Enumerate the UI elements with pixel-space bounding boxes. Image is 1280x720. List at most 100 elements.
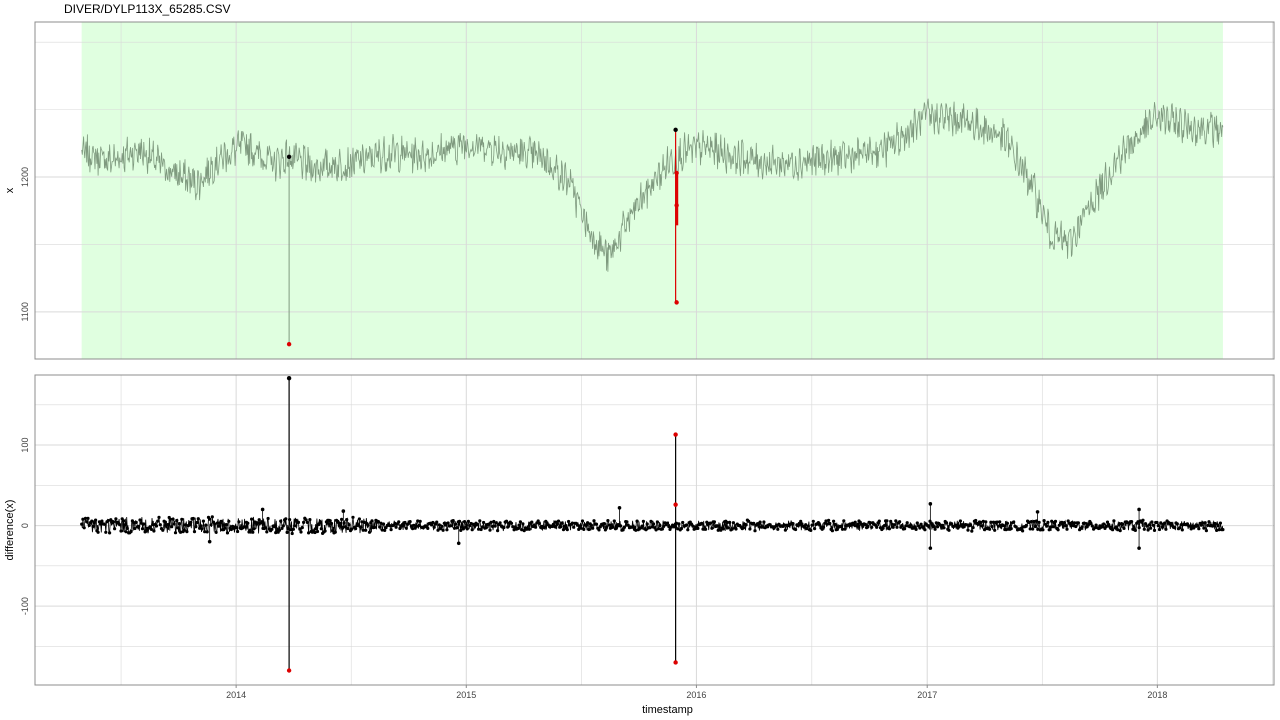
difference-point — [154, 524, 159, 528]
difference-point — [970, 529, 974, 533]
difference-point — [280, 526, 284, 531]
difference-point — [1090, 524, 1094, 528]
difference-point — [106, 519, 110, 523]
difference-point — [827, 518, 831, 523]
difference-point — [684, 523, 689, 527]
difference-point — [603, 528, 608, 532]
bottom-y-axis-title: difference(x) — [4, 500, 16, 561]
difference-point — [712, 520, 717, 524]
difference-point — [204, 523, 208, 527]
difference-point — [517, 523, 521, 527]
difference-point — [171, 517, 175, 521]
x-tick-labels: 2014 2015 2016 2017 2018 — [226, 685, 1167, 700]
difference-point — [1050, 519, 1054, 523]
x-series-line — [81, 98, 1224, 272]
difference-point — [700, 521, 704, 525]
difference-point — [932, 525, 936, 529]
difference-point — [877, 519, 881, 523]
difference-point — [446, 521, 450, 525]
difference-point — [408, 520, 412, 524]
difference-point — [1033, 524, 1037, 529]
difference-point — [201, 519, 205, 523]
difference-point — [1105, 520, 1110, 524]
difference-point — [1206, 523, 1210, 528]
difference-point — [1201, 521, 1205, 525]
difference-point — [243, 525, 247, 529]
difference-point — [346, 526, 350, 531]
difference-point — [412, 523, 416, 527]
difference-point — [1147, 523, 1151, 527]
difference-point — [381, 522, 386, 526]
difference-point — [1066, 519, 1070, 523]
difference-point — [285, 530, 289, 535]
difference-point — [933, 527, 937, 531]
difference-point — [196, 517, 200, 521]
x-axis-title: timestamp — [642, 704, 693, 716]
difference-point — [139, 521, 143, 525]
difference-point — [223, 526, 227, 530]
difference-point — [889, 519, 893, 524]
difference-point — [747, 519, 751, 523]
difference-point — [626, 523, 630, 527]
difference-point — [293, 524, 297, 528]
difference-point — [1117, 523, 1121, 527]
difference-point — [942, 526, 946, 530]
difference-point — [580, 519, 585, 523]
difference-point — [477, 527, 481, 531]
difference-point — [194, 525, 198, 529]
difference-point — [329, 521, 334, 526]
difference-point — [832, 519, 836, 523]
difference-point — [936, 525, 940, 529]
shaded-period — [81, 22, 1223, 359]
difference-point — [657, 527, 661, 531]
difference-point — [521, 522, 525, 526]
difference-point — [567, 519, 571, 524]
difference-point — [1217, 528, 1221, 532]
difference-point — [1012, 520, 1016, 524]
difference-point — [461, 527, 465, 531]
difference-point — [246, 521, 250, 525]
difference-point — [927, 524, 931, 528]
difference-point — [534, 525, 538, 529]
difference-point — [490, 524, 495, 529]
difference-point — [821, 525, 826, 529]
difference-point — [1014, 525, 1018, 529]
difference-point — [338, 521, 342, 525]
difference-point — [752, 521, 756, 526]
difference-point — [87, 523, 91, 528]
difference-point — [575, 523, 580, 527]
difference-point — [1028, 527, 1032, 531]
difference-point — [887, 527, 892, 531]
difference-point — [207, 539, 212, 544]
difference-point — [318, 520, 322, 525]
difference-point — [761, 525, 765, 529]
difference-point — [1155, 520, 1159, 525]
difference-point — [904, 524, 908, 528]
difference-point — [383, 528, 387, 533]
difference-point — [1074, 524, 1078, 529]
outlier-point — [674, 170, 679, 176]
difference-point — [655, 520, 660, 524]
difference-point — [852, 523, 856, 527]
difference-point — [1029, 520, 1033, 524]
difference-point — [1089, 522, 1093, 526]
difference-point — [960, 523, 964, 527]
difference-point — [350, 527, 354, 531]
difference-point — [974, 518, 978, 523]
difference-point — [398, 526, 402, 531]
difference-point — [658, 523, 662, 528]
difference-point — [1118, 529, 1122, 533]
difference-point — [1071, 524, 1075, 528]
top-marks — [286, 127, 679, 347]
difference-point — [1107, 523, 1111, 527]
difference-point — [217, 524, 221, 528]
difference-point — [157, 515, 161, 520]
difference-point — [227, 519, 231, 523]
difference-point — [354, 527, 358, 531]
difference-point — [163, 520, 167, 524]
difference-point — [602, 522, 606, 526]
difference-point — [108, 531, 112, 535]
difference-point — [475, 522, 479, 526]
difference-point — [119, 529, 123, 533]
difference-point — [379, 521, 383, 525]
